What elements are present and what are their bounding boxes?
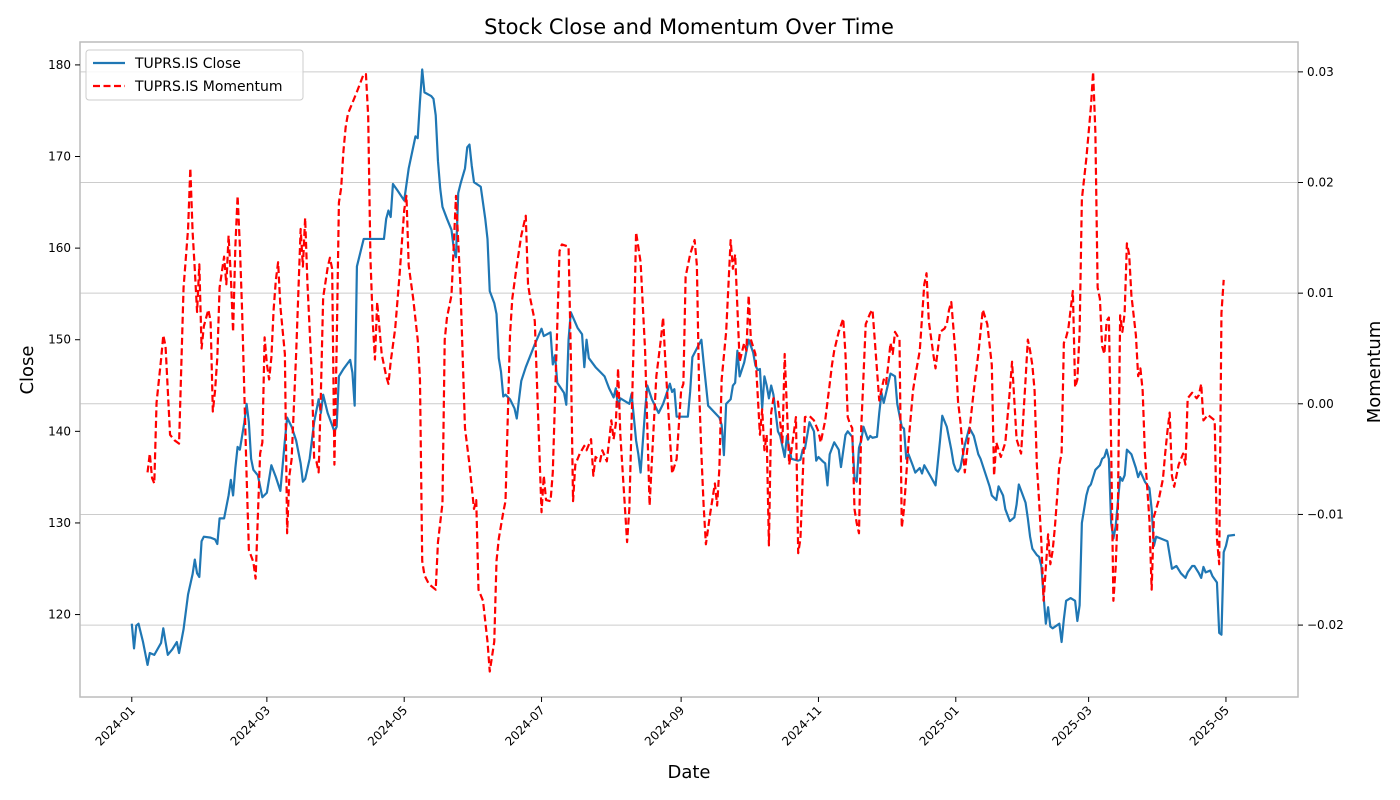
y-tick-label: 120 <box>48 608 71 622</box>
series-line-close <box>130 68 1236 667</box>
y2-tick-label: 0.03 <box>1307 65 1334 79</box>
y2-tick-label: 0.00 <box>1307 397 1334 411</box>
legend-label-close: TUPRS.IS Close <box>134 56 241 72</box>
y-tick-label: 180 <box>48 58 71 72</box>
left-y-axis-ticks: 120 130 140 150 160 170 180 <box>48 58 80 622</box>
y2-axis-title: Momentum <box>1364 321 1385 424</box>
right-y-axis-ticks: −0.02 −0.01 0.00 0.01 0.02 0.03 <box>1298 65 1344 632</box>
y2-tick-label: 0.01 <box>1307 286 1334 300</box>
y2-tick-label: −0.02 <box>1307 618 1344 632</box>
chart-title: Stock Close and Momentum Over Time <box>484 15 894 39</box>
series-line-momentum <box>146 70 1225 673</box>
legend: TUPRS.IS Close TUPRS.IS Momentum <box>85 49 304 101</box>
y2-tick-label: −0.01 <box>1307 507 1344 521</box>
y-tick-label: 140 <box>48 424 71 438</box>
y-tick-label: 160 <box>48 241 71 255</box>
x-axis-title: Date <box>667 762 710 783</box>
y-tick-label: 130 <box>48 516 71 530</box>
legend-box <box>85 49 304 101</box>
y-tick-label: 170 <box>48 150 71 164</box>
y2-tick-label: 0.02 <box>1307 176 1334 190</box>
plot-frame <box>79 41 1299 698</box>
y-tick-label: 150 <box>48 333 71 347</box>
y-axis-title: Close <box>17 345 38 394</box>
legend-label-momentum: TUPRS.IS Momentum <box>134 79 283 95</box>
